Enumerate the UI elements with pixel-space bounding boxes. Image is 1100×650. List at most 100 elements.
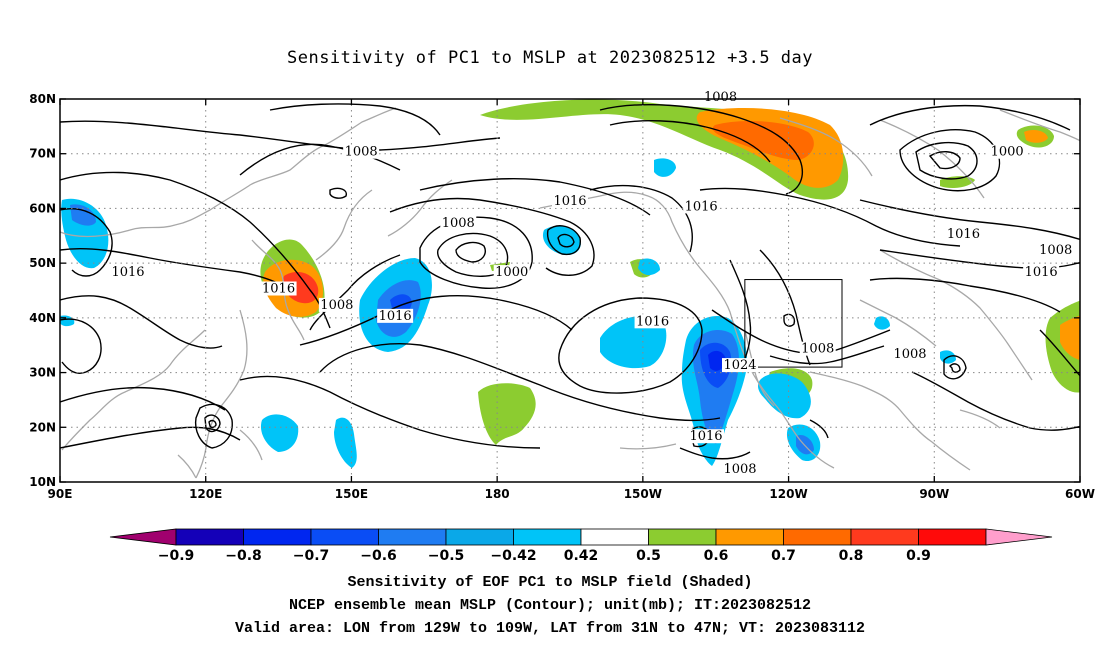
shade-negative-deep (708, 350, 726, 371)
coastline (999, 109, 1080, 142)
contour-label: 1008 (723, 462, 756, 477)
y-tick-label: 40N (29, 311, 56, 325)
coastline (239, 429, 263, 461)
colorbar-label: 0.5 (636, 548, 661, 564)
mslp-contour (546, 225, 581, 256)
shade-negative-light (874, 316, 890, 330)
colorbar-label: −0.7 (293, 548, 330, 564)
mslp-contour (558, 297, 703, 394)
y-tick-label: 70N (29, 147, 56, 161)
mslp-contour (928, 151, 961, 170)
colorbar-segment (648, 528, 717, 546)
y-axis: 10N 20N 30N 40N 50N 60N 70N 80N (29, 92, 1080, 489)
contour-label-bg (634, 314, 671, 329)
colorbar-label: 0.9 (906, 548, 931, 564)
plot-frame (59, 98, 1081, 483)
mslp-contour (599, 104, 804, 195)
y-tick-label: 30N (29, 366, 56, 380)
colorbar-label: −0.42 (490, 548, 536, 564)
mslp-contour (60, 208, 113, 277)
colorbar-high-triangle (985, 528, 1053, 546)
contour-label-bg (1023, 265, 1060, 280)
mslp-contour (809, 419, 829, 439)
caption-line-1: Sensitivity of EOF PC1 to MSLP field (Sh… (347, 574, 753, 591)
shade-positive-green (478, 383, 536, 445)
y-tick-label: 20N (29, 420, 56, 434)
colorbar-segment (445, 528, 514, 546)
y-tick-label: 10N (29, 475, 56, 489)
colorbar-segment (580, 528, 649, 546)
mslp-contour (60, 171, 331, 329)
coastline (879, 249, 1033, 381)
contour-label-bg (1037, 243, 1074, 258)
colorbar-segment (513, 528, 582, 546)
mslp-contour (769, 345, 885, 365)
mslp-contour (309, 254, 401, 331)
shade-negative-light (758, 373, 811, 419)
colorbar: −0.9 −0.8 −0.7 −0.6 −0.5 −0.42 0.42 0.5 0.6 0.7 0.… (109, 528, 1053, 564)
mslp-contour (711, 309, 891, 355)
y-tick-label: 60N (29, 201, 56, 215)
contour-label: 1016 (636, 314, 669, 329)
coastline (315, 189, 373, 261)
x-tick-label: 180 (485, 487, 510, 501)
contour-label: 1008 (442, 216, 475, 231)
x-tick-label: 150E (335, 487, 368, 501)
mslp-contour (699, 187, 961, 247)
contour-label-bg (683, 199, 720, 214)
sensitivity-shading (60, 99, 1080, 468)
contour-label-bg (688, 429, 724, 444)
contour-label-bg (260, 281, 297, 296)
shade-positive-orange (1024, 130, 1048, 143)
mslp-contour (943, 355, 967, 380)
coastlines (60, 107, 1080, 479)
shade-negative-light (260, 414, 299, 452)
mslp-contour (204, 414, 221, 433)
contour-label: 1016 (947, 227, 980, 242)
contour-label: 1016 (262, 282, 295, 297)
mslp-contour (679, 447, 751, 460)
shade-negative-light (334, 417, 357, 468)
x-tick-label: 120E (189, 487, 222, 501)
mslp-contour (879, 249, 1080, 269)
x-tick-label: 90W (919, 487, 949, 501)
colorbar-label: −0.6 (360, 548, 397, 564)
coastline (879, 119, 985, 199)
mslp-contour (208, 419, 217, 429)
contour-label: 1024 (723, 358, 756, 373)
mslp-contour (729, 259, 752, 363)
coastline (959, 409, 1001, 429)
mslp-contour (911, 371, 1080, 431)
mslp-contour (299, 294, 573, 346)
mslp-contour (60, 295, 223, 349)
x-tick-label: 120W (769, 487, 807, 501)
mslp-contour (329, 187, 347, 199)
colorbar-low-triangle (109, 528, 177, 546)
contour-label: 1016 (689, 429, 722, 444)
mslp-contour (389, 197, 595, 276)
mslp-contour (609, 120, 771, 163)
contour-label: 1008 (893, 347, 926, 362)
contour-label-bg (722, 462, 758, 477)
contour-label-bg (702, 90, 739, 104)
contour-labels: 1008 1008 1016 1016 1000 1008 1000 1016 1016 1008… (110, 90, 1074, 477)
colorbar-segment (715, 528, 784, 546)
colorbar-segment (243, 528, 312, 546)
coastline (195, 309, 248, 479)
coastline (177, 454, 197, 479)
figure-title: Sensitivity of PC1 to MSLP at 2023082512… (286, 48, 813, 68)
grid-lines (60, 99, 1080, 482)
shade-positive-red (712, 120, 814, 160)
mslp-contour (899, 129, 1001, 192)
contour-label-bg (552, 193, 588, 208)
colorbar-label: 0.42 (564, 548, 599, 564)
mslp-contour (869, 104, 1071, 131)
contour-label-bg (799, 341, 836, 356)
contour-label: 1016 (553, 194, 586, 209)
contour-label-bg (110, 265, 146, 280)
mslp-contour (949, 363, 961, 373)
shade-negative-light (654, 158, 676, 177)
mslp-contours (60, 103, 1080, 460)
